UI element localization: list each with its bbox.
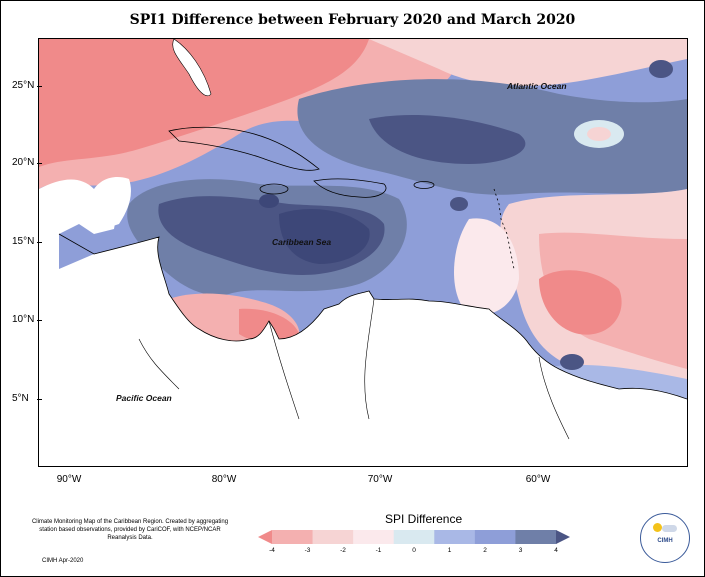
cimh-logo: CIMH (640, 513, 690, 563)
legend-tick-label: 0 (412, 547, 416, 554)
legend-tick-label: 4 (554, 547, 558, 554)
credit-source: CIMH Apr-2020 (42, 558, 84, 564)
pacific-ocean-label: Pacific Ocean (116, 393, 172, 403)
legend-swatch (353, 530, 395, 544)
sun-icon (653, 523, 662, 532)
lon-tick-60: 60°W (525, 474, 551, 485)
legend-tick-label: -2 (340, 547, 346, 554)
legend-tick-label: 1 (447, 547, 452, 554)
legend-arrow-right (556, 530, 570, 544)
lat-tick-25: 25°N (12, 80, 43, 91)
credit-text: Climate Monitoring Map of the Caribbean … (31, 519, 229, 542)
lat-tick-10: 10°N (12, 314, 43, 325)
spi-map (38, 38, 688, 467)
caribbean-sea-label: Caribbean Sea (272, 237, 332, 247)
legend-swatch (474, 530, 516, 544)
legend-arrow-left (258, 530, 272, 544)
map-title: SPI1 Difference between February 2020 an… (129, 12, 576, 28)
legend-colorbar (258, 530, 570, 544)
legend-swatch (393, 530, 435, 544)
legend-tick-label: -4 (269, 547, 275, 554)
lon-tick-90: 90°W (56, 474, 82, 485)
legend-swatch (312, 530, 354, 544)
legend-title: SPI Difference (385, 512, 463, 526)
atlantic-ocean-label: Atlantic Ocean (507, 81, 567, 91)
legend-swatch (434, 530, 476, 544)
lat-tick-15: 15°N (12, 236, 43, 247)
lon-tick-70: 70°W (367, 474, 393, 485)
legend-tick-label: -3 (304, 547, 311, 554)
legend-tick-label: -1 (375, 547, 382, 554)
lon-tick-80: 80°W (211, 474, 237, 485)
lat-tick-20: 20°N (12, 157, 43, 168)
lat-tick-5: 5°N (12, 393, 42, 404)
cloud-icon (662, 525, 677, 532)
legend-swatch (515, 530, 557, 544)
legend-tick-label: 2 (483, 547, 487, 554)
logo-label: CIMH (657, 538, 673, 544)
legend-tick-label: 3 (518, 547, 523, 554)
map-canvas (39, 39, 687, 466)
legend-swatch (272, 530, 314, 544)
